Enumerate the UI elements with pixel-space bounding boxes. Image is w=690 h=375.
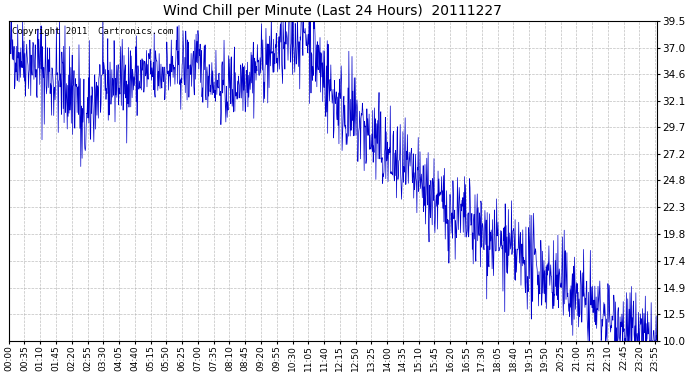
Text: Copyright 2011  Cartronics.com: Copyright 2011 Cartronics.com	[12, 27, 173, 36]
Title: Wind Chill per Minute (Last 24 Hours)  20111227: Wind Chill per Minute (Last 24 Hours) 20…	[164, 4, 502, 18]
